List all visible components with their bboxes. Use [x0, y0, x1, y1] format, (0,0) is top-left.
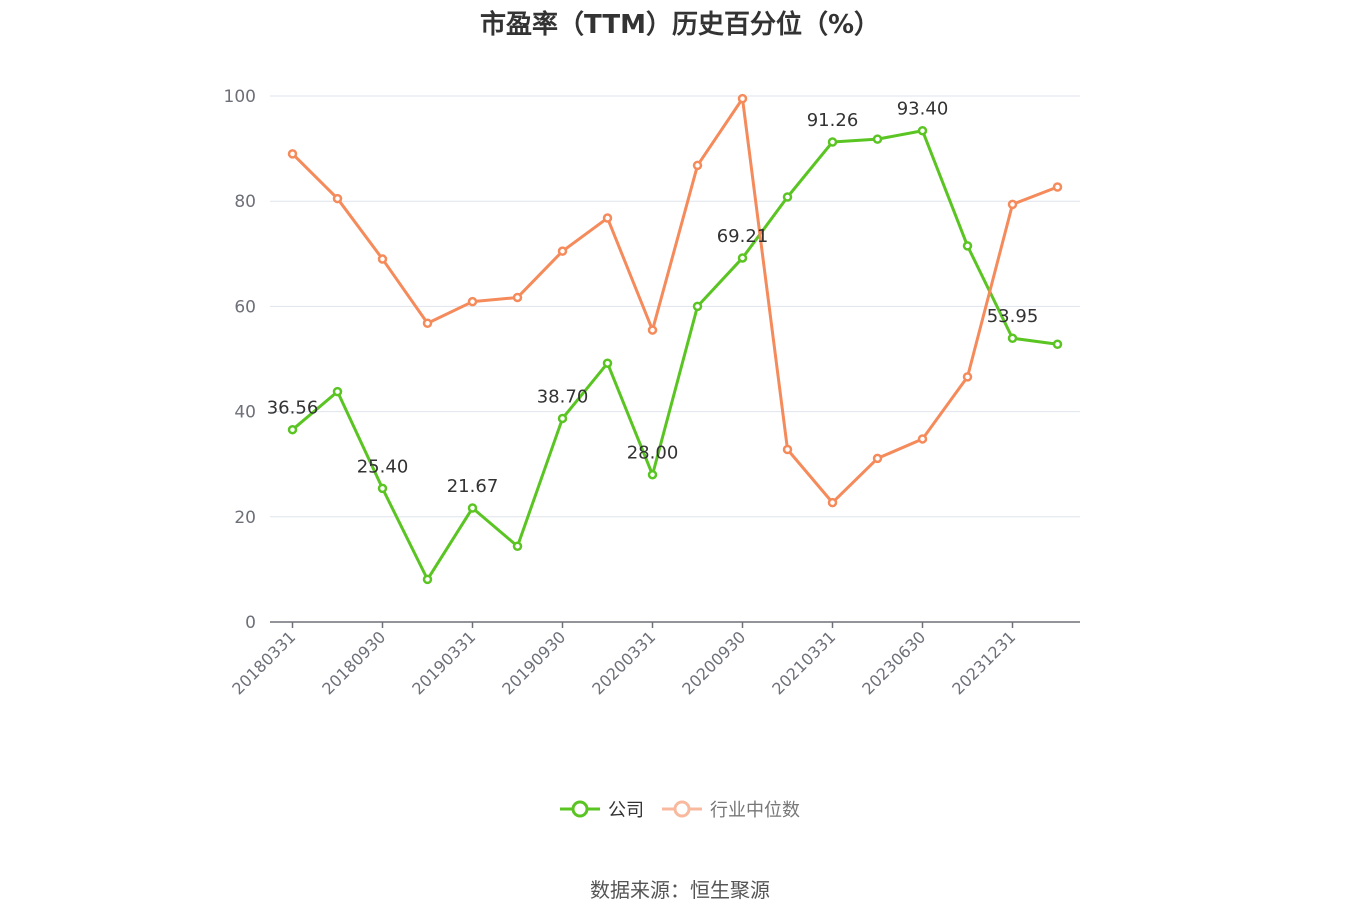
- data-label: 25.40: [357, 456, 409, 477]
- x-tick-label: 20230630: [858, 627, 929, 698]
- legend-industry-marker-icon: [662, 800, 702, 818]
- data-point-1: [692, 160, 703, 171]
- x-tick-label: 20200331: [588, 627, 659, 698]
- x-tick-label: 20231231: [948, 627, 1019, 698]
- chart-title: 市盈率（TTM）历史百分位（%）: [480, 10, 880, 40]
- data-point-0: [692, 301, 703, 312]
- y-tick-label: 0: [245, 613, 256, 633]
- data-point-0: [827, 137, 838, 147]
- data-point-0: [647, 469, 658, 480]
- y-tick-label: 100: [224, 87, 256, 107]
- x-tick-label: 20180331: [228, 627, 299, 698]
- data-point-1: [557, 246, 568, 256]
- data-label: 28.00: [627, 443, 679, 464]
- y-tick-label: 80: [234, 192, 256, 212]
- x-tick-label: 20200930: [678, 627, 749, 698]
- data-point-1: [377, 254, 388, 264]
- data-point-1: [737, 93, 748, 104]
- data-label: 91.26: [807, 110, 859, 131]
- data-point-0: [332, 386, 343, 397]
- data-point-1: [962, 372, 973, 382]
- legend: 公司 行业中位数: [0, 796, 1360, 822]
- data-point-0: [467, 503, 478, 513]
- data-label: 21.67: [447, 476, 499, 497]
- data-point-0: [962, 241, 973, 251]
- data-point-1: [422, 318, 433, 328]
- data-point-0: [1007, 333, 1018, 343]
- data-point-0: [872, 134, 883, 144]
- data-label: 69.21: [717, 226, 769, 247]
- data-point-0: [602, 358, 613, 368]
- x-tick-label: 20190331: [408, 627, 479, 698]
- x-tick-label: 20210331: [768, 627, 839, 698]
- data-point-0: [1052, 339, 1063, 350]
- data-label: 38.70: [537, 386, 589, 407]
- x-tick-label: 20190930: [498, 627, 569, 698]
- data-point-0: [377, 483, 388, 494]
- data-point-0: [917, 125, 928, 136]
- data-source: 数据来源：恒生聚源: [590, 878, 770, 902]
- data-label: 53.95: [987, 306, 1039, 327]
- legend-company-marker-icon: [560, 800, 600, 818]
- data-point-0: [557, 413, 568, 424]
- legend-item-company[interactable]: 公司: [560, 796, 644, 822]
- data-point-1: [782, 444, 793, 455]
- data-point-1: [1052, 182, 1063, 192]
- data-point-0: [287, 424, 298, 435]
- data-label: 93.40: [897, 99, 949, 120]
- series-line-1: [291, 97, 1059, 505]
- data-point-1: [512, 292, 523, 303]
- data-point-1: [467, 296, 478, 307]
- data-point-1: [602, 213, 613, 223]
- data-point-0: [512, 541, 523, 552]
- data-point-1: [1007, 199, 1018, 210]
- data-point-1: [332, 193, 343, 204]
- data-point-1: [872, 453, 883, 464]
- legend-label-industry-median: 行业中位数: [710, 800, 800, 821]
- data-label: 36.56: [267, 398, 319, 419]
- legend-item-industry-median[interactable]: 行业中位数: [662, 796, 800, 822]
- y-tick-label: 40: [234, 403, 256, 423]
- data-point-1: [827, 497, 838, 508]
- data-point-0: [737, 253, 748, 263]
- data-point-1: [287, 149, 298, 159]
- y-tick-label: 60: [234, 297, 256, 317]
- data-point-0: [422, 574, 433, 585]
- data-point-1: [647, 325, 658, 335]
- y-tick-label: 20: [234, 508, 256, 528]
- data-point-0: [782, 192, 793, 202]
- data-point-1: [917, 434, 928, 444]
- legend-label-company: 公司: [608, 800, 644, 821]
- series-line-0: [291, 129, 1058, 581]
- x-tick-label: 20180930: [318, 627, 389, 698]
